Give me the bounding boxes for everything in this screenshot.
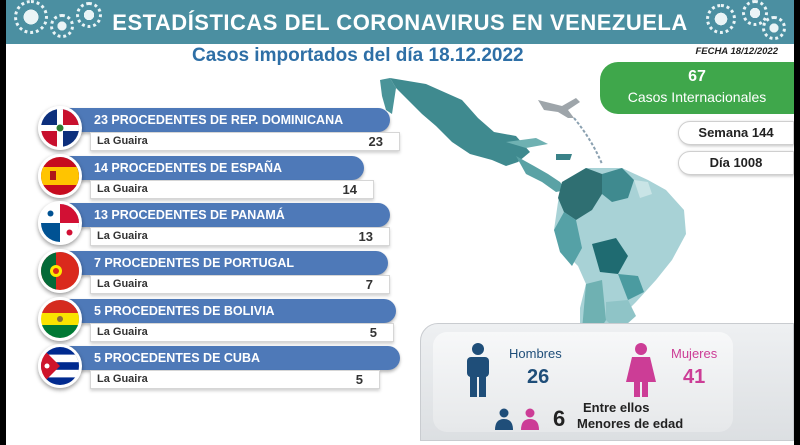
row-detail: La Guaira 5 — [90, 323, 394, 342]
row-label: 13 PROCEDENTES DE PANAMÁ — [60, 203, 390, 227]
row-detail: La Guaira 5 — [90, 370, 380, 389]
row-detail: La Guaira 14 — [90, 180, 374, 199]
row-label: 5 PROCEDENTES DE BOLIVIA — [60, 299, 396, 323]
row-label: 14 PROCEDENTES DE ESPAÑA — [60, 156, 364, 180]
infographic: ESTADÍSTICAS DEL CORONAVIRUS EN VENEZUEL… — [6, 0, 794, 445]
dominican-republic-flag-icon — [38, 106, 82, 150]
date-label: FECHA 18/12/2022 — [695, 46, 778, 57]
minors-line2: Menores de edad — [577, 416, 684, 431]
boy-icon — [495, 408, 513, 430]
men-count: 26 — [527, 366, 550, 388]
bolivia-flag-icon — [38, 297, 82, 341]
virus-icon — [76, 2, 102, 28]
row-count: 14 — [342, 182, 357, 197]
virus-icon — [706, 4, 736, 34]
women-label: Mujeres — [671, 346, 718, 361]
row-detail: La Guaira 13 — [90, 227, 390, 246]
men-label: Hombres — [509, 346, 562, 361]
gender-panel-inner: Hombres 26 Mujeres 41 — [433, 332, 733, 432]
cuba-flag-icon — [38, 344, 82, 388]
row-place: La Guaira — [97, 278, 148, 290]
international-count: 67 — [688, 68, 706, 85]
virus-icon — [14, 0, 48, 34]
row-label: 23 PROCEDENTES DE REP. DOMINICANA — [60, 108, 390, 132]
virus-icon — [50, 14, 74, 38]
row-label: 7 PROCEDENTES DE PORTUGAL — [60, 251, 388, 275]
row-place: La Guaira — [97, 135, 148, 147]
minors-line1: Entre ellos — [583, 400, 650, 415]
row-count: 5 — [355, 372, 363, 387]
row-count: 13 — [358, 229, 373, 244]
virus-icon — [742, 0, 768, 26]
row-count: 7 — [365, 277, 373, 292]
row-count: 23 — [368, 134, 383, 149]
header-banner: ESTADÍSTICAS DEL CORONAVIRUS EN VENEZUEL… — [6, 0, 794, 44]
portugal-flag-icon — [38, 249, 82, 293]
header-title: ESTADÍSTICAS DEL CORONAVIRUS EN VENEZUEL… — [112, 10, 688, 35]
international-label: Casos Internacionales — [627, 89, 767, 105]
row-count: 5 — [369, 325, 377, 340]
day-pill: Día 1008 — [678, 151, 794, 175]
girl-icon — [521, 408, 539, 430]
row-place: La Guaira — [97, 326, 148, 338]
row-place: La Guaira — [97, 183, 148, 195]
woman-icon — [626, 343, 656, 397]
virus-icon — [762, 16, 786, 40]
row-detail: La Guaira 7 — [90, 275, 390, 294]
row-place: La Guaira — [97, 373, 148, 385]
week-pill: Semana 144 — [678, 121, 794, 145]
panama-flag-icon — [38, 201, 82, 245]
man-icon — [467, 343, 489, 397]
minors-count: 6 — [553, 406, 566, 431]
row-place: La Guaira — [97, 230, 148, 242]
women-count: 41 — [683, 366, 706, 388]
subtitle: Casos importados del día 18.12.2022 — [192, 45, 524, 66]
spain-flag-icon — [38, 154, 82, 198]
row-detail: La Guaira 23 — [90, 132, 400, 151]
row-label: 5 PROCEDENTES DE CUBA — [60, 346, 400, 370]
gender-panel: Hombres 26 Mujeres 41 6 Entre ellos Meno… — [420, 323, 794, 441]
international-cases-box: 67 Casos Internacionales — [600, 62, 794, 114]
